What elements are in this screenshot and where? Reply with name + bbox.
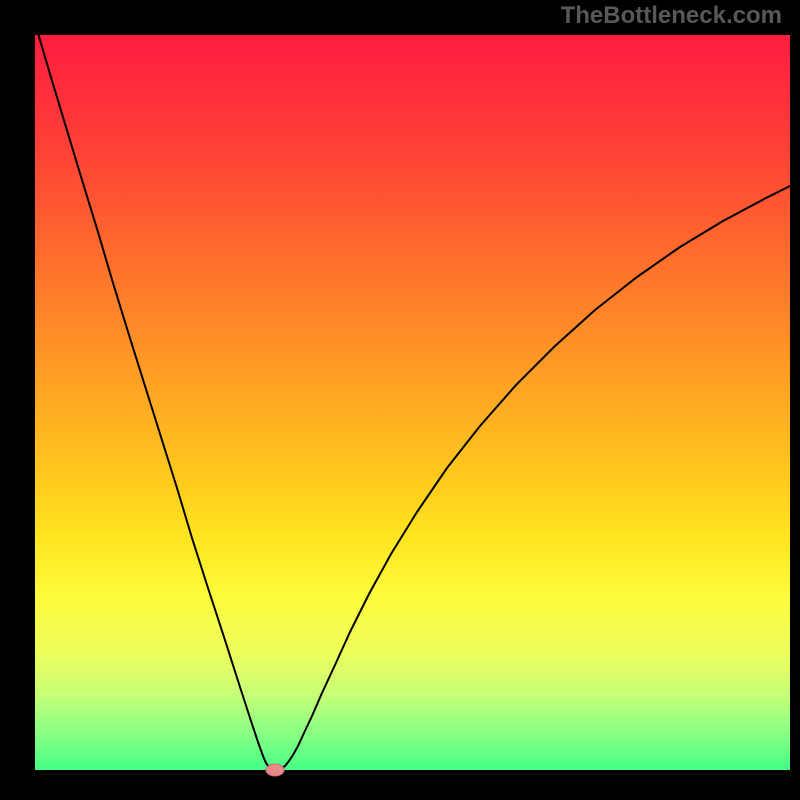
watermark-text: TheBottleneck.com [561,2,782,30]
optimal-point-marker [266,764,284,776]
chart-plot-area [35,35,790,770]
chart-container: TheBottleneck.com [0,0,800,800]
bottleneck-curve-chart [0,0,800,800]
